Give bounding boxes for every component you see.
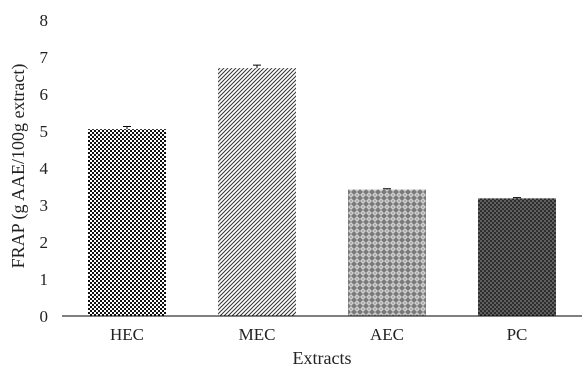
x-tick-labels: HEC MEC AEC PC (110, 325, 527, 344)
bar-hec (88, 129, 166, 316)
y-tick-labels: 0 1 2 3 4 5 6 7 8 (40, 11, 49, 326)
bars (88, 64, 556, 316)
y-tick-label: 3 (40, 196, 49, 215)
y-tick-label: 5 (40, 122, 49, 141)
bar-aec (348, 189, 426, 316)
error-bar-hec (123, 126, 131, 130)
y-tick-label: 1 (40, 270, 49, 289)
y-tick-label: 0 (40, 307, 49, 326)
y-tick-label: 2 (40, 233, 49, 252)
y-tick-label: 6 (40, 85, 49, 104)
y-tick-label: 7 (40, 48, 49, 67)
x-tick-label: MEC (239, 325, 276, 344)
error-bar-pc (513, 197, 521, 199)
bar-mec (218, 68, 296, 316)
error-bar-mec (253, 64, 261, 69)
x-tick-label: AEC (370, 325, 404, 344)
x-axis-title: Extracts (293, 348, 352, 368)
x-tick-label: PC (507, 325, 528, 344)
error-bar-aec (383, 188, 391, 190)
y-tick-label: 8 (40, 11, 49, 30)
x-tick-label: HEC (110, 325, 144, 344)
bar-pc (478, 198, 556, 316)
y-tick-label: 4 (40, 159, 49, 178)
y-axis-title: FRAP (g AAE/100g extract) (8, 64, 29, 269)
